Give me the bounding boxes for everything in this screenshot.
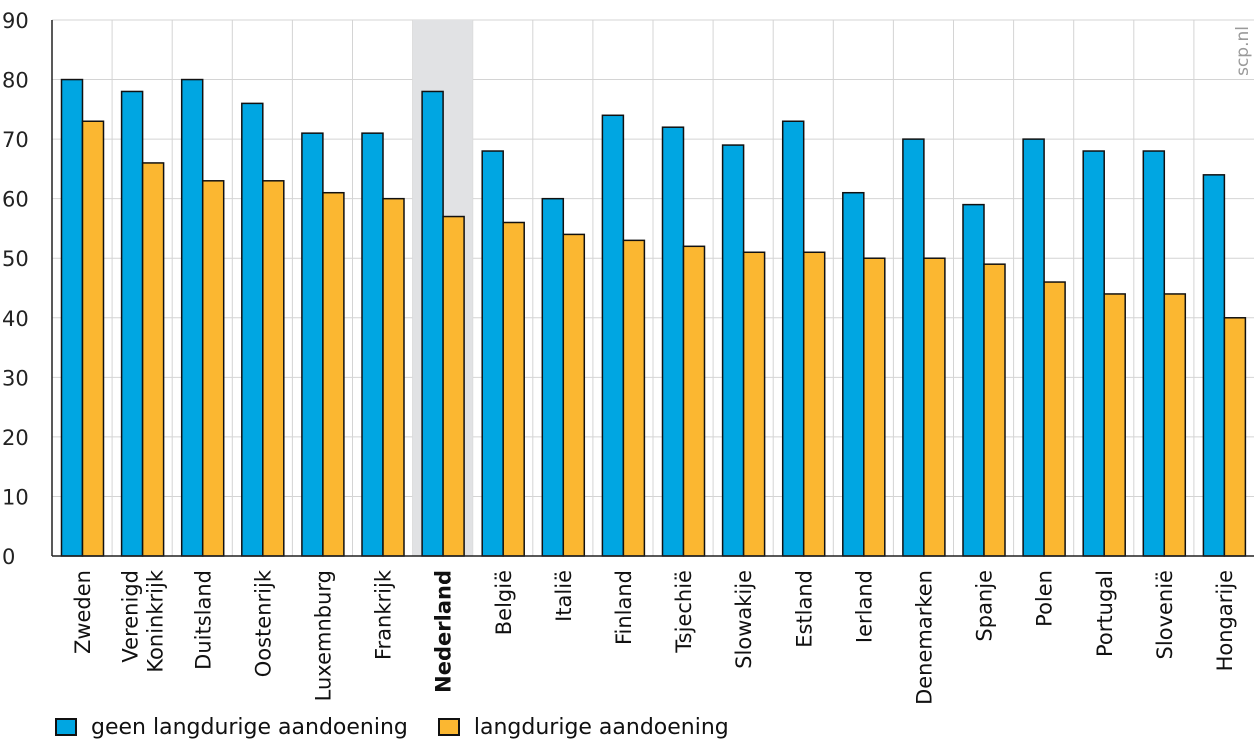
x-tick-label: Duitsland [191,570,215,670]
x-tick-label: Koninkrijk [144,569,168,672]
bar-series-2 [802,251,826,557]
legend-label-series-2: langdurige aandoening [473,714,729,740]
bar-series-1 [1082,150,1105,557]
axis-layer [51,20,1254,557]
x-tick-label: Tsjechië [672,570,696,654]
x-tick-label: Hongarije [1213,570,1237,671]
bar-series-1 [1142,150,1166,557]
bar-series-1 [601,114,625,557]
y-tick-label: 50 [2,247,29,271]
bar-series-2 [622,239,646,557]
bar-series-1 [481,150,504,557]
bar-series-2 [382,197,405,557]
bar-series-1 [1022,138,1045,557]
x-tick-label: Finland [612,570,636,645]
bars-layer [60,78,1247,557]
x-tick-label: Polen [1033,570,1057,627]
bar-series-2 [923,257,946,557]
bar-series-1 [781,120,805,557]
x-tick-label: Slovenië [1153,570,1177,659]
bar-series-2 [1043,281,1066,557]
bar-series-1 [902,138,925,557]
bar-series-1 [1202,174,1226,557]
legend-swatch-series-1 [55,718,77,736]
x-tick-label: Verenigd [119,570,143,663]
bar-series-2 [262,180,285,557]
y-tick-label: 80 [2,69,29,93]
x-tick-label: Ierland [852,570,876,643]
x-tick-label: Nederland [432,570,456,693]
bar-series-2 [562,233,586,557]
bar-series-2 [81,120,105,557]
bar-series-1 [842,191,865,557]
y-tick-label: 70 [2,128,29,152]
bar-series-2 [1223,317,1247,557]
bar-series-2 [682,245,706,557]
x-tick-label: Oostenrijk [251,569,275,677]
x-tick-label: Italië [552,570,576,622]
legend-item-series-1: geen langdurige aandoening [55,715,408,740]
x-tick-label: Slowakije [732,570,756,669]
bar-series-1 [301,132,324,557]
y-tick-label: 90 [2,9,29,33]
legend-swatch-series-2 [437,718,460,736]
bar-series-2 [322,191,345,557]
x-tick-label: Zweden [71,570,95,654]
bar-series-1 [962,203,985,557]
y-tick-label: 40 [2,307,29,331]
legend-label-series-1: geen langdurige aandoening [91,714,408,740]
x-tick-label: Denemarken [912,570,936,705]
bar-series-2 [201,180,225,557]
bar-series-2 [442,215,465,557]
x-tick-label: België [492,570,516,635]
bar-series-2 [863,257,886,557]
y-tick-label: 20 [2,426,29,450]
y-tick-label: 0 [2,545,15,569]
bar-series-1 [361,132,384,557]
x-tick-label: Frankrijk [372,569,396,660]
bar-series-2 [983,263,1006,557]
grid-layer [52,19,1254,556]
x-tick-label: Portugal [1093,570,1117,657]
y-tick-label: 10 [2,485,29,509]
y-tick-label: 30 [2,366,29,390]
x-tick-label: Luxemnburg [311,570,335,701]
bar-series-1 [180,78,204,557]
bar-series-2 [742,251,766,557]
labels-layer: 0 10 20 30 40 50 60 70 80 90 Zweden Verenigd Koninkr… [2,9,1253,705]
x-tick-label: Spanje [973,570,997,642]
legend: geen langdurige aandoening langdurige aa… [55,705,729,749]
bar-series-1 [241,102,264,557]
legend-item-series-2: langdurige aandoening [437,714,729,740]
watermark-text: scp.nl [1233,26,1253,76]
bar-series-1 [421,90,444,557]
bar-series-1 [661,126,685,557]
bar-series-2 [141,162,165,557]
bar-series-2 [1163,293,1187,557]
bar-chart: 0 10 20 30 40 50 60 70 80 90 Zweden Verenigd Koninkr… [2,9,1254,705]
bar-series-2 [502,221,525,557]
bar-series-1 [60,78,84,557]
y-tick-label: 60 [2,188,29,212]
bar-series-2 [1103,293,1126,557]
bar-series-1 [120,90,144,557]
x-tick-label: Estland [792,570,816,648]
bar-series-1 [541,197,565,557]
bar-series-1 [721,144,745,557]
